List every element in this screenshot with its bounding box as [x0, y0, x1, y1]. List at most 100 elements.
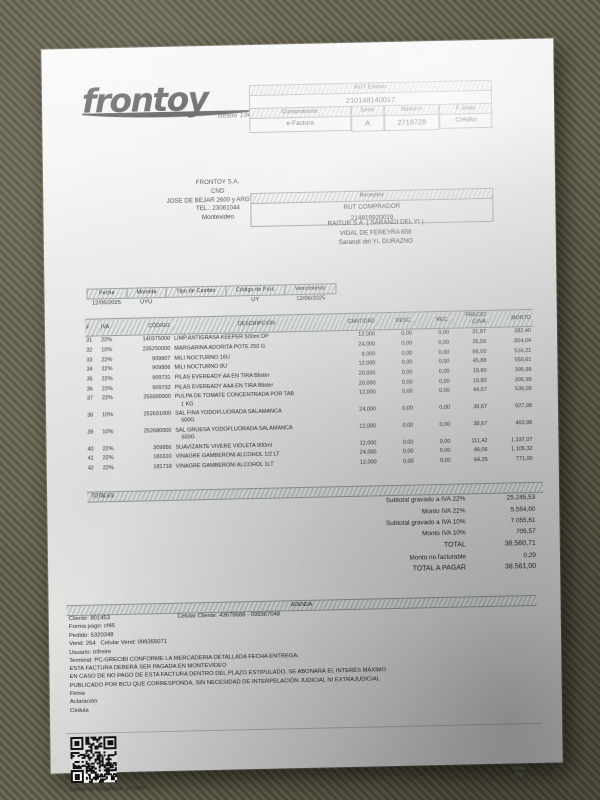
- cell-index: 37: [86, 396, 94, 403]
- pedido-value: 5320348: [90, 631, 114, 639]
- celular-cliente-value: 43678688 - 099367048: [219, 611, 281, 619]
- cell-index: 31: [86, 337, 93, 344]
- cell-iva: 22%: [101, 395, 113, 402]
- tipo-cambio-header: Tipo de Cambio: [165, 286, 226, 297]
- receptor-address-block: RAITUR S.A. ( SARANDI DEL YI ) VIDAL DE …: [251, 216, 501, 251]
- cell-descuento: 0,00: [402, 389, 413, 396]
- cell-iva: 22%: [101, 385, 113, 393]
- cell-descuento: 0,00: [402, 458, 414, 465]
- moneda-value: UYU: [140, 299, 153, 306]
- comprobante-value: e-Factura: [249, 117, 352, 133]
- cell-monto: 463,98: [515, 419, 533, 427]
- th-index: #: [84, 318, 101, 337]
- cell-iva: 22%: [101, 376, 113, 383]
- security-code-label: Código de Seguridad :: [68, 785, 125, 794]
- total-label: Monto no facturable: [409, 553, 467, 562]
- total-value: 0,29: [523, 551, 537, 560]
- cell-iva: 10%: [102, 429, 114, 436]
- cell-cantidad: 12,000: [359, 459, 377, 466]
- cell-iva: 22%: [102, 455, 114, 462]
- numero-value: 2718728: [383, 115, 440, 131]
- cliente-value: 801453: [90, 615, 111, 622]
- pedido-label: Pedido:: [68, 632, 90, 639]
- cell-index: 36: [86, 386, 93, 393]
- vencimiento-header: Vencimiento: [284, 284, 336, 295]
- cell-cantidad: 12,000: [358, 389, 376, 397]
- cell-codigo: 181718: [153, 464, 172, 471]
- celular-vend-label: Celular Vend:: [100, 639, 136, 647]
- cell-monto: 536,09: [514, 386, 532, 393]
- cell-index: 34: [86, 366, 93, 374]
- serie-label: Serie: [350, 105, 384, 118]
- th-cantidad: CANTIDAD: [339, 312, 378, 331]
- cell-recargo: 0,00: [439, 421, 451, 428]
- cell-iva: 22%: [101, 356, 113, 363]
- fecha-header: Fecha: [99, 290, 115, 297]
- th-monto: MONTO: [487, 309, 533, 328]
- cell-iva: 22%: [102, 445, 114, 453]
- cell-index: 38: [87, 412, 94, 419]
- codigo-pais-header: Código de País: [224, 285, 285, 296]
- cell-index: 41: [87, 455, 94, 463]
- cell-monto: 927,98: [515, 403, 533, 410]
- comprobante-box: Comprobante e-Factura Serie A Número 271…: [249, 102, 493, 134]
- vend-value: 264: [85, 640, 96, 647]
- cell-index: 35: [86, 376, 93, 383]
- total-value: 38.560,71: [504, 539, 536, 548]
- page-number: Hoja 2/3: [513, 765, 525, 780]
- cell-precio: 38,67: [473, 404, 488, 411]
- company-logo: frontoy desde 1966: [82, 79, 262, 125]
- cell-codigo: 252691000: [143, 411, 172, 418]
- th-iva: IVA: [99, 318, 124, 336]
- hoja-value: 2/3: [514, 772, 523, 779]
- total-value: 705,57: [516, 528, 536, 536]
- cell-recargo: 0,00: [439, 457, 451, 465]
- adenda-body: Cliente: 801453 Celular Cliente: 4367868…: [69, 605, 540, 715]
- security-code-value: 1Y5gBn: [126, 785, 147, 792]
- vencimiento-value: 12/06/2025: [296, 295, 326, 303]
- cell-index: 40: [87, 446, 94, 453]
- codigo-pais-value: UY: [251, 297, 260, 304]
- total-value: 25.245,53: [506, 494, 536, 502]
- cell-precio: 44,67: [473, 387, 487, 394]
- cell-precio: 64,25: [473, 457, 488, 464]
- cell-iva: 10%: [102, 412, 114, 419]
- footer-divider: [66, 722, 543, 735]
- total-value: 38.561,00: [504, 563, 537, 571]
- total-value: 5.554,00: [510, 505, 536, 514]
- cell-descuento: 0,00: [402, 422, 414, 429]
- cell-recargo: 0,00: [439, 388, 450, 395]
- cell-cantidad: 12,000: [359, 423, 377, 430]
- celular-cliente-label: Celular Cliente:: [177, 612, 218, 620]
- cell-iva: 10%: [101, 347, 113, 354]
- serie-value: A: [351, 116, 385, 132]
- total-row: TOTAL A PAGAR 38.561,00: [298, 563, 536, 577]
- qr-code: [70, 736, 118, 784]
- th-codigo: CÓDIGO: [122, 317, 174, 336]
- usuario-label: Usuario:: [69, 649, 92, 656]
- hoja-label: Hoja: [512, 765, 525, 772]
- total-label: Subtotal gravado a IVA 10%: [386, 518, 466, 528]
- usuario-value: mfreire: [92, 648, 112, 656]
- cell-codigo: 252680000: [143, 427, 172, 435]
- totals-list: Subtotal gravado a IVA 22% 25.245,53 Monto…: [297, 491, 536, 581]
- total-label: TOTAL A PAGAR: [412, 564, 467, 573]
- cell-precio: 38,67: [473, 420, 488, 428]
- cell-descuento: 0,00: [402, 405, 414, 413]
- items-table: # IVA CÓDIGO DESCRIPCIÓN CANTIDAD DESC. …: [84, 309, 535, 474]
- celular-vend-value: 099355071: [137, 639, 168, 646]
- cliente-label: Cliente:: [68, 615, 89, 623]
- moneda-header: Moneda: [126, 287, 167, 298]
- cell-monto: 771,00: [515, 456, 533, 463]
- cell-iva: 22%: [102, 465, 114, 472]
- cell-index: 39: [87, 429, 94, 436]
- cell-recargo: 0,00: [439, 404, 451, 412]
- fecha-strip: Fecha Moneda Tipo de Cambio Código de Pa…: [86, 283, 337, 308]
- total-label: Subtotal gravado a IVA 22%: [385, 495, 466, 505]
- cell-iva: 22%: [101, 366, 113, 373]
- total-label: TOTAL: [443, 541, 466, 549]
- total-label: Monto IVA 22%: [421, 507, 466, 515]
- tipo-cambio-value: [166, 298, 226, 307]
- th-precio: PRECIO C/IVA: [450, 310, 488, 329]
